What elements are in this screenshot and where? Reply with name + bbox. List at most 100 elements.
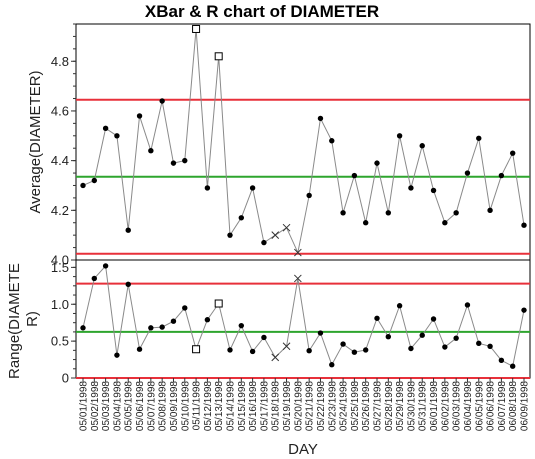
xbar-point <box>521 222 527 228</box>
xbar-point <box>136 113 143 119</box>
xbar-point <box>362 220 369 226</box>
x-tick-label: 05/06/1998 <box>135 381 146 431</box>
x-tick-label: 05/17/1998 <box>259 381 270 431</box>
range-point <box>498 357 505 363</box>
xbar-series-line <box>82 28 525 255</box>
xbar-y-tick-label: 4.6 <box>51 103 69 118</box>
xbar-point <box>249 185 256 191</box>
x-tick-label: 06/07/1998 <box>497 381 508 431</box>
range-point <box>125 281 131 288</box>
xbar-point-x <box>282 223 291 232</box>
x-tick-label: 05/10/1998 <box>180 381 191 431</box>
x-tick-label: 05/30/1998 <box>406 381 417 431</box>
range-point <box>114 352 120 358</box>
x-tick-label: 05/16/1998 <box>248 381 259 431</box>
x-tick-label: 05/19/1998 <box>282 381 293 431</box>
range-panel: Range(DIAMETE R) 0 0.5 1.0 1.5 <box>6 259 531 386</box>
xbar-point <box>374 160 380 166</box>
range-series-line <box>82 264 525 367</box>
x-tick-label: 05/09/1998 <box>169 381 180 431</box>
xbar-point <box>453 210 459 216</box>
xbar-panel: Average(DIAMETER) 4.0 4.2 4.4 4.6 4.8 <box>27 23 531 268</box>
range-point <box>329 362 335 368</box>
range-point <box>362 347 369 353</box>
range-y-tick-label: 0 <box>62 371 69 386</box>
range-point <box>396 303 403 309</box>
xbar-point <box>261 239 267 246</box>
range-point-x <box>282 342 291 351</box>
range-point <box>182 305 188 311</box>
range-y-tick-label: 1.0 <box>51 297 69 312</box>
x-tick-label: 05/15/1998 <box>237 381 248 431</box>
x-tick-label: 05/08/1998 <box>158 381 169 431</box>
x-axis-title: DAY <box>288 441 318 458</box>
xbar-point <box>91 177 98 184</box>
xbar-point <box>148 147 154 154</box>
range-point <box>170 318 177 324</box>
xbar-y-tick-label: 4.4 <box>51 153 69 168</box>
x-axis: 05/01/1998 05/02/1998 05/03/1998 05/04/1998… <box>79 378 531 431</box>
range-point <box>340 341 346 347</box>
xbar-point <box>102 125 109 132</box>
range-y-axis-title: Range(DIAMETE R) <box>6 259 41 379</box>
xbar-point-square <box>192 24 201 33</box>
range-point <box>317 330 324 336</box>
x-tick-label: 06/09/1998 <box>520 381 531 431</box>
range-point <box>374 315 380 321</box>
xbar-point <box>182 157 188 164</box>
range-point <box>509 363 516 369</box>
x-tick-label: 06/06/1998 <box>486 381 497 431</box>
range-point <box>442 344 448 350</box>
x-tick-label: 06/08/1998 <box>508 381 519 431</box>
xbar-point-square <box>214 52 223 61</box>
xbar-point <box>238 215 245 221</box>
x-tick-label: 05/11/1998 <box>192 381 203 431</box>
range-point <box>408 345 414 352</box>
range-point-x-stroke <box>271 353 280 362</box>
x-tick-label: 05/26/1998 <box>361 381 372 431</box>
x-tick-label: 05/02/1998 <box>90 381 101 431</box>
range-point <box>227 347 233 353</box>
range-point <box>148 325 154 331</box>
x-tick-label: 05/18/1998 <box>271 381 282 431</box>
x-tick-label: 05/29/1998 <box>395 381 406 431</box>
xbar-point <box>351 172 358 179</box>
x-tick-label: 05/13/1998 <box>214 381 225 431</box>
x-tick-label: 06/05/1998 <box>474 381 485 431</box>
range-point <box>261 334 267 341</box>
range-point <box>430 316 437 322</box>
xbar-point <box>498 172 505 179</box>
xbar-y-axis-title: Average(DIAMETER) <box>27 70 44 213</box>
range-point <box>306 348 312 354</box>
xbar-point <box>125 227 131 233</box>
x-tick-label: 05/12/1998 <box>203 381 214 431</box>
range-point-x-stroke <box>293 274 302 283</box>
x-tick-label: 06/02/1998 <box>440 381 451 431</box>
range-point-x <box>271 353 280 362</box>
range-point <box>136 346 143 352</box>
xbar-y-tick-label: 4.8 <box>51 54 69 69</box>
x-tick-label: 05/25/1998 <box>350 381 361 431</box>
xbar-point-x-stroke <box>293 248 302 257</box>
x-tick-label: 06/03/1998 <box>452 381 463 431</box>
xbar-point-x <box>293 248 302 257</box>
range-point <box>419 332 425 338</box>
range-point <box>476 340 482 347</box>
x-tick-label: 05/20/1998 <box>293 381 304 431</box>
xbar-point <box>227 232 233 238</box>
x-tick-label: 05/22/1998 <box>316 381 327 431</box>
x-tick-label: 05/24/1998 <box>339 381 350 431</box>
range-point-x <box>293 274 302 283</box>
x-tick-label: 05/27/1998 <box>373 381 384 431</box>
x-tick-label: 05/04/1998 <box>112 381 123 431</box>
xbar-point <box>408 185 414 191</box>
range-y-axis-title-line1: Range(DIAMETE <box>6 263 23 379</box>
xbar-point <box>419 143 425 149</box>
range-y-tick-label: 1.5 <box>51 260 69 275</box>
xbar-point <box>396 133 403 139</box>
xbar-point-x-stroke <box>282 223 291 232</box>
xbar-y-tick-label: 4.2 <box>51 203 69 218</box>
range-point <box>487 343 493 349</box>
range-point <box>91 275 98 282</box>
